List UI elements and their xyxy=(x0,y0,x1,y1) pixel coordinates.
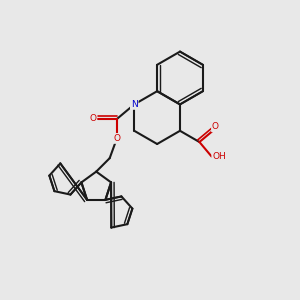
Text: O: O xyxy=(212,122,219,131)
Text: O: O xyxy=(89,114,96,123)
Text: O: O xyxy=(114,134,121,143)
Text: N: N xyxy=(131,100,138,109)
Text: OH: OH xyxy=(212,152,226,161)
